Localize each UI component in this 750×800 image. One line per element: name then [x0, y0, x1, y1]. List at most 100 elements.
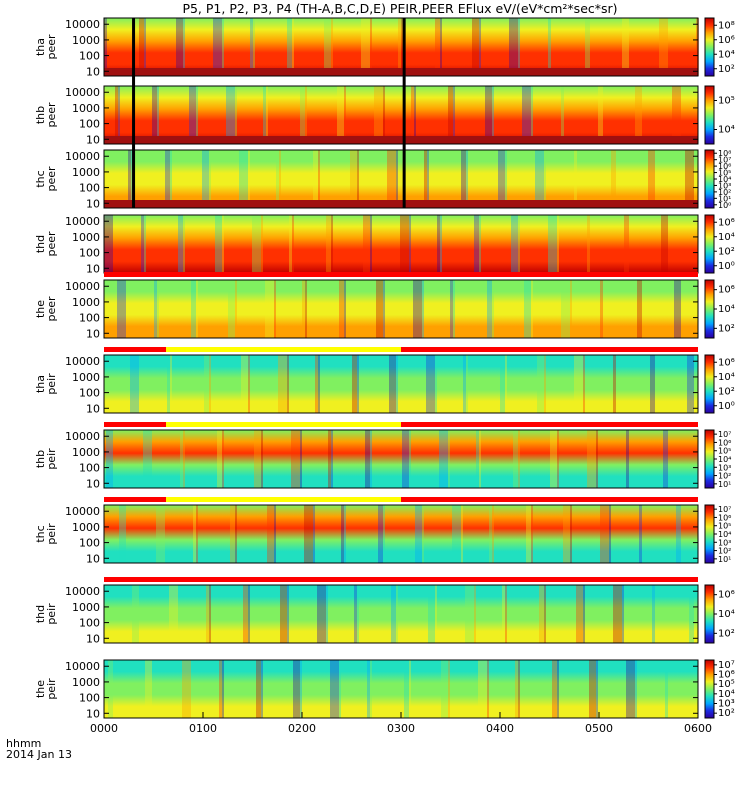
y-tick-label: 100	[79, 312, 100, 325]
quality-flag-bar	[104, 497, 698, 502]
y-axis-label: thb	[34, 106, 47, 124]
y-axis-label: peir	[45, 603, 58, 625]
colorbar-tick-label: 10⁴	[718, 530, 731, 539]
colorbar-tick-label: 10²	[718, 628, 735, 639]
y-axis-label: peir	[45, 448, 58, 470]
colorbar-thb-peir	[704, 429, 715, 489]
colorbar-tick-label: 10⁴	[718, 455, 731, 464]
panel-frame	[103, 354, 699, 414]
y-tick-label: 10	[86, 133, 100, 146]
colorbar-tick-label: 10⁶	[718, 670, 735, 681]
colorbar-tick-label: 10⁷	[718, 430, 731, 439]
figure-title: P5, P1, P2, P3, P4 (TH-A,B,C,D,E) PEIR,P…	[182, 1, 617, 16]
colorbar-tick-label: 10⁴	[718, 125, 735, 136]
y-tick-label: 1000	[72, 102, 100, 115]
y-tick-label: 1000	[72, 231, 100, 244]
y-tick-label: 10000	[65, 660, 100, 673]
spectrogram-texture	[128, 150, 694, 208]
y-tick-label: 10000	[65, 505, 100, 518]
y-tick-label: 1000	[72, 676, 100, 689]
y-tick-label: 10000	[65, 18, 100, 31]
x-tick-label: 0300	[387, 722, 415, 735]
spectrogram-thc-peer	[104, 150, 698, 208]
x-tick-label: 0000	[90, 722, 118, 735]
colorbar-tick-label: 10⁰	[718, 401, 735, 412]
colorbar-tick-label: 10⁴	[718, 304, 735, 315]
y-axis-label: tha	[34, 38, 47, 56]
low-energy-saturation	[104, 68, 698, 76]
y-tick-label: 10	[86, 327, 100, 340]
y-tick-label: 10	[86, 65, 100, 78]
colorbar-tick-label: 10⁵	[718, 447, 731, 456]
y-tick-label: 100	[79, 462, 100, 475]
time-axis: 0000 0100 0200 0300 0400 0500 0600	[90, 712, 712, 735]
date-label: 2014 Jan 13	[6, 748, 72, 761]
colorbar-thb-peer	[704, 85, 715, 145]
colorbar-tick-label: 10⁸	[718, 20, 735, 31]
y-axis-label: thd	[34, 605, 47, 623]
y-axis-label: the	[34, 300, 47, 318]
panel-frame	[103, 429, 699, 489]
quality-flag-bar	[104, 577, 698, 582]
spectrogram-thd-peer	[104, 215, 698, 273]
y-axis-label: thd	[34, 235, 47, 253]
y-axis-label: the	[34, 680, 47, 698]
panel-thc-peer: 10100100010000thcpeer10⁰10¹10²10³10⁴10⁵1…	[34, 149, 731, 210]
y-tick-label: 1000	[72, 371, 100, 384]
colorbar-tick-label: 10⁶	[718, 217, 735, 228]
colorbar-tick-label: 10²	[718, 386, 735, 397]
y-tick-label: 1000	[72, 446, 100, 459]
y-tick-label: 10000	[65, 585, 100, 598]
colorbar-tick-label: 10⁶	[718, 513, 731, 522]
spectrogram-thb-peir	[104, 430, 698, 488]
spectrogram-tha-peir	[104, 355, 698, 413]
y-axis-label: thc	[34, 525, 47, 542]
colorbar-the-peir	[704, 659, 715, 719]
colorbar-tick-label: 10¹	[718, 194, 731, 203]
quality-flag-bar	[104, 422, 698, 427]
y-tick-label: 10	[86, 402, 100, 415]
event-marker	[402, 18, 406, 208]
y-tick-label: 100	[79, 247, 100, 260]
y-tick-label: 100	[79, 50, 100, 63]
y-axis-label: peir	[45, 678, 58, 700]
event-marker	[132, 18, 136, 208]
y-axis-label: peer	[45, 231, 58, 257]
colorbar-tha-peir	[704, 354, 715, 414]
colorbar-tick-label: 10²	[718, 188, 731, 197]
low-energy-saturation	[104, 136, 698, 144]
spectrogram-texture	[115, 86, 681, 144]
low-energy-saturation	[104, 200, 698, 208]
colorbar-tick-label: 10³	[718, 699, 735, 710]
colorbar-tick-label: 10²	[718, 708, 735, 719]
y-tick-label: 100	[79, 387, 100, 400]
panel-frame	[103, 504, 699, 564]
colorbar-tick-label: 10⁸	[718, 149, 731, 158]
spectrogram-thb-peer	[104, 86, 698, 144]
y-tick-label: 1000	[72, 34, 100, 47]
colorbar-tick-label: 10⁷	[718, 505, 731, 514]
colorbar-thc-peer	[704, 149, 715, 209]
colorbar-tick-label: 10⁰	[718, 201, 731, 210]
y-axis-label: tha	[34, 375, 47, 393]
y-tick-label: 1000	[72, 601, 100, 614]
x-tick-label: 0100	[189, 722, 217, 735]
spectrogram-texture	[108, 660, 668, 718]
colorbar-tick-label: 10⁴	[718, 689, 735, 700]
spectrogram-texture	[130, 355, 694, 413]
y-tick-label: 10	[86, 632, 100, 645]
panel-frame	[103, 149, 699, 209]
y-axis-label: peir	[45, 523, 58, 545]
y-tick-label: 100	[79, 118, 100, 131]
colorbar-tick-label: 10⁷	[718, 660, 735, 671]
colorbar-tick-label: 10⁴	[718, 232, 735, 243]
colorbar-tick-label: 10²	[718, 246, 735, 257]
colorbar-tick-label: 10²	[718, 64, 735, 75]
y-axis-label: peir	[45, 373, 58, 395]
